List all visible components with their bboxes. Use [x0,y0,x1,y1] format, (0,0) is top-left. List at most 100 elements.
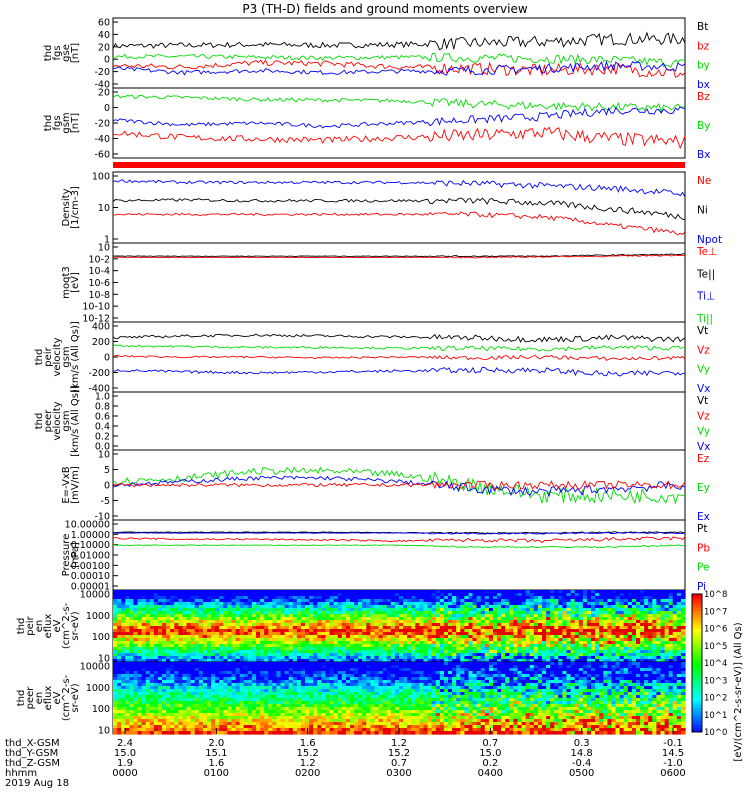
heatmap-cell [260,611,265,615]
y-tick-label: 10000 [80,590,110,601]
heatmap-cell [207,704,212,708]
heatmap-cell [178,689,184,693]
heatmap-cell [615,656,621,660]
heatmap-cell [337,674,343,678]
heatmap-cell [137,701,143,705]
heatmap-cell [558,638,563,642]
heatmap-cell [423,617,429,621]
heatmap-cell [129,602,134,606]
heatmap-cell [586,605,592,609]
heatmap-cell [525,635,531,639]
heatmap-cell [566,596,572,600]
heatmap-cell [350,617,355,621]
heatmap-cell [329,692,335,696]
heatmap-cell [599,596,604,600]
heatmap-cell [243,656,249,660]
heatmap-cell [178,683,184,687]
heatmap-cell [231,617,237,621]
heatmap-cell [182,716,188,720]
heatmap-cell [211,731,216,735]
heatmap-cell [317,731,322,735]
heatmap-cell [194,629,200,633]
heatmap-cell [341,698,347,702]
heatmap-cell [121,701,126,705]
heatmap-cell [456,599,461,603]
heatmap-cell [501,644,506,648]
heatmap-cell [276,617,282,621]
heatmap-cell [117,713,122,717]
heatmap-cell [329,617,335,621]
heatmap-cell [243,668,249,672]
heatmap-cell [309,620,314,624]
heatmap-cell [256,605,261,609]
heatmap-cell [284,716,290,720]
heatmap-cell [607,605,613,609]
heatmap-cell [157,692,163,696]
heatmap-cell [284,593,290,597]
heatmap-cell [345,716,351,720]
heatmap-cell [194,596,200,600]
heatmap-cell [121,662,126,666]
heatmap-cell [627,650,633,654]
heatmap-cell [153,710,159,714]
heatmap-cell [493,629,498,633]
heatmap-cell [550,653,555,657]
heatmap-cell [227,698,233,702]
heatmap-cell [464,599,470,603]
heatmap-cell [313,665,318,669]
heatmap-cell [243,701,249,705]
heatmap-cell [162,623,167,627]
heatmap-cell [170,674,175,678]
heatmap-cell [603,593,608,597]
heatmap-cell [125,641,130,645]
heatmap-cell [292,671,298,675]
heatmap-cell [309,677,314,681]
heatmap-cell [260,692,265,696]
heatmap-cell [550,659,555,663]
heatmap-cell [129,704,134,708]
heatmap-cell [239,614,245,618]
heatmap-cell [178,704,184,708]
heatmap-cell [153,725,159,729]
heatmap-cell [460,650,465,654]
heatmap-cell [296,695,302,699]
heatmap-cell [521,593,527,597]
heatmap-cell [243,659,249,663]
heatmap-cell [660,599,666,603]
heatmap-cell [117,731,122,735]
heatmap-cell [231,686,237,690]
heatmap-cell [439,644,445,648]
heatmap-cell [370,623,376,627]
heatmap-cell [566,656,572,660]
heatmap-cell [113,638,118,642]
heatmap-cell [603,620,608,624]
heatmap-cell [578,599,584,603]
heatmap-cell [521,647,527,651]
heatmap-cell [256,608,261,612]
heatmap-cell [533,641,539,645]
heatmap-cell [300,701,306,705]
heatmap-cell [202,686,208,690]
heatmap-cell [296,677,302,681]
heatmap-cell [386,626,392,630]
heatmap-cell [149,704,155,708]
heatmap-cell [366,608,371,612]
heatmap-cell [341,593,347,597]
heatmap-cell [227,605,233,609]
heatmap-cell [198,638,204,642]
heatmap-cell [256,704,261,708]
heatmap-cell [292,650,298,654]
heatmap-cell [448,647,453,651]
heatmap-cell [113,722,118,726]
heatmap-cell [648,617,653,621]
heatmap-cell [133,665,139,669]
heatmap-cell [603,638,608,642]
heatmap-cell [660,605,666,609]
heatmap-cell [296,692,302,696]
heatmap-cell [513,650,519,654]
heatmap-cell [227,671,233,675]
heatmap-cell [198,614,204,618]
heatmap-cell [362,638,367,642]
heatmap-cell [370,617,376,621]
heatmap-cell [325,593,331,597]
